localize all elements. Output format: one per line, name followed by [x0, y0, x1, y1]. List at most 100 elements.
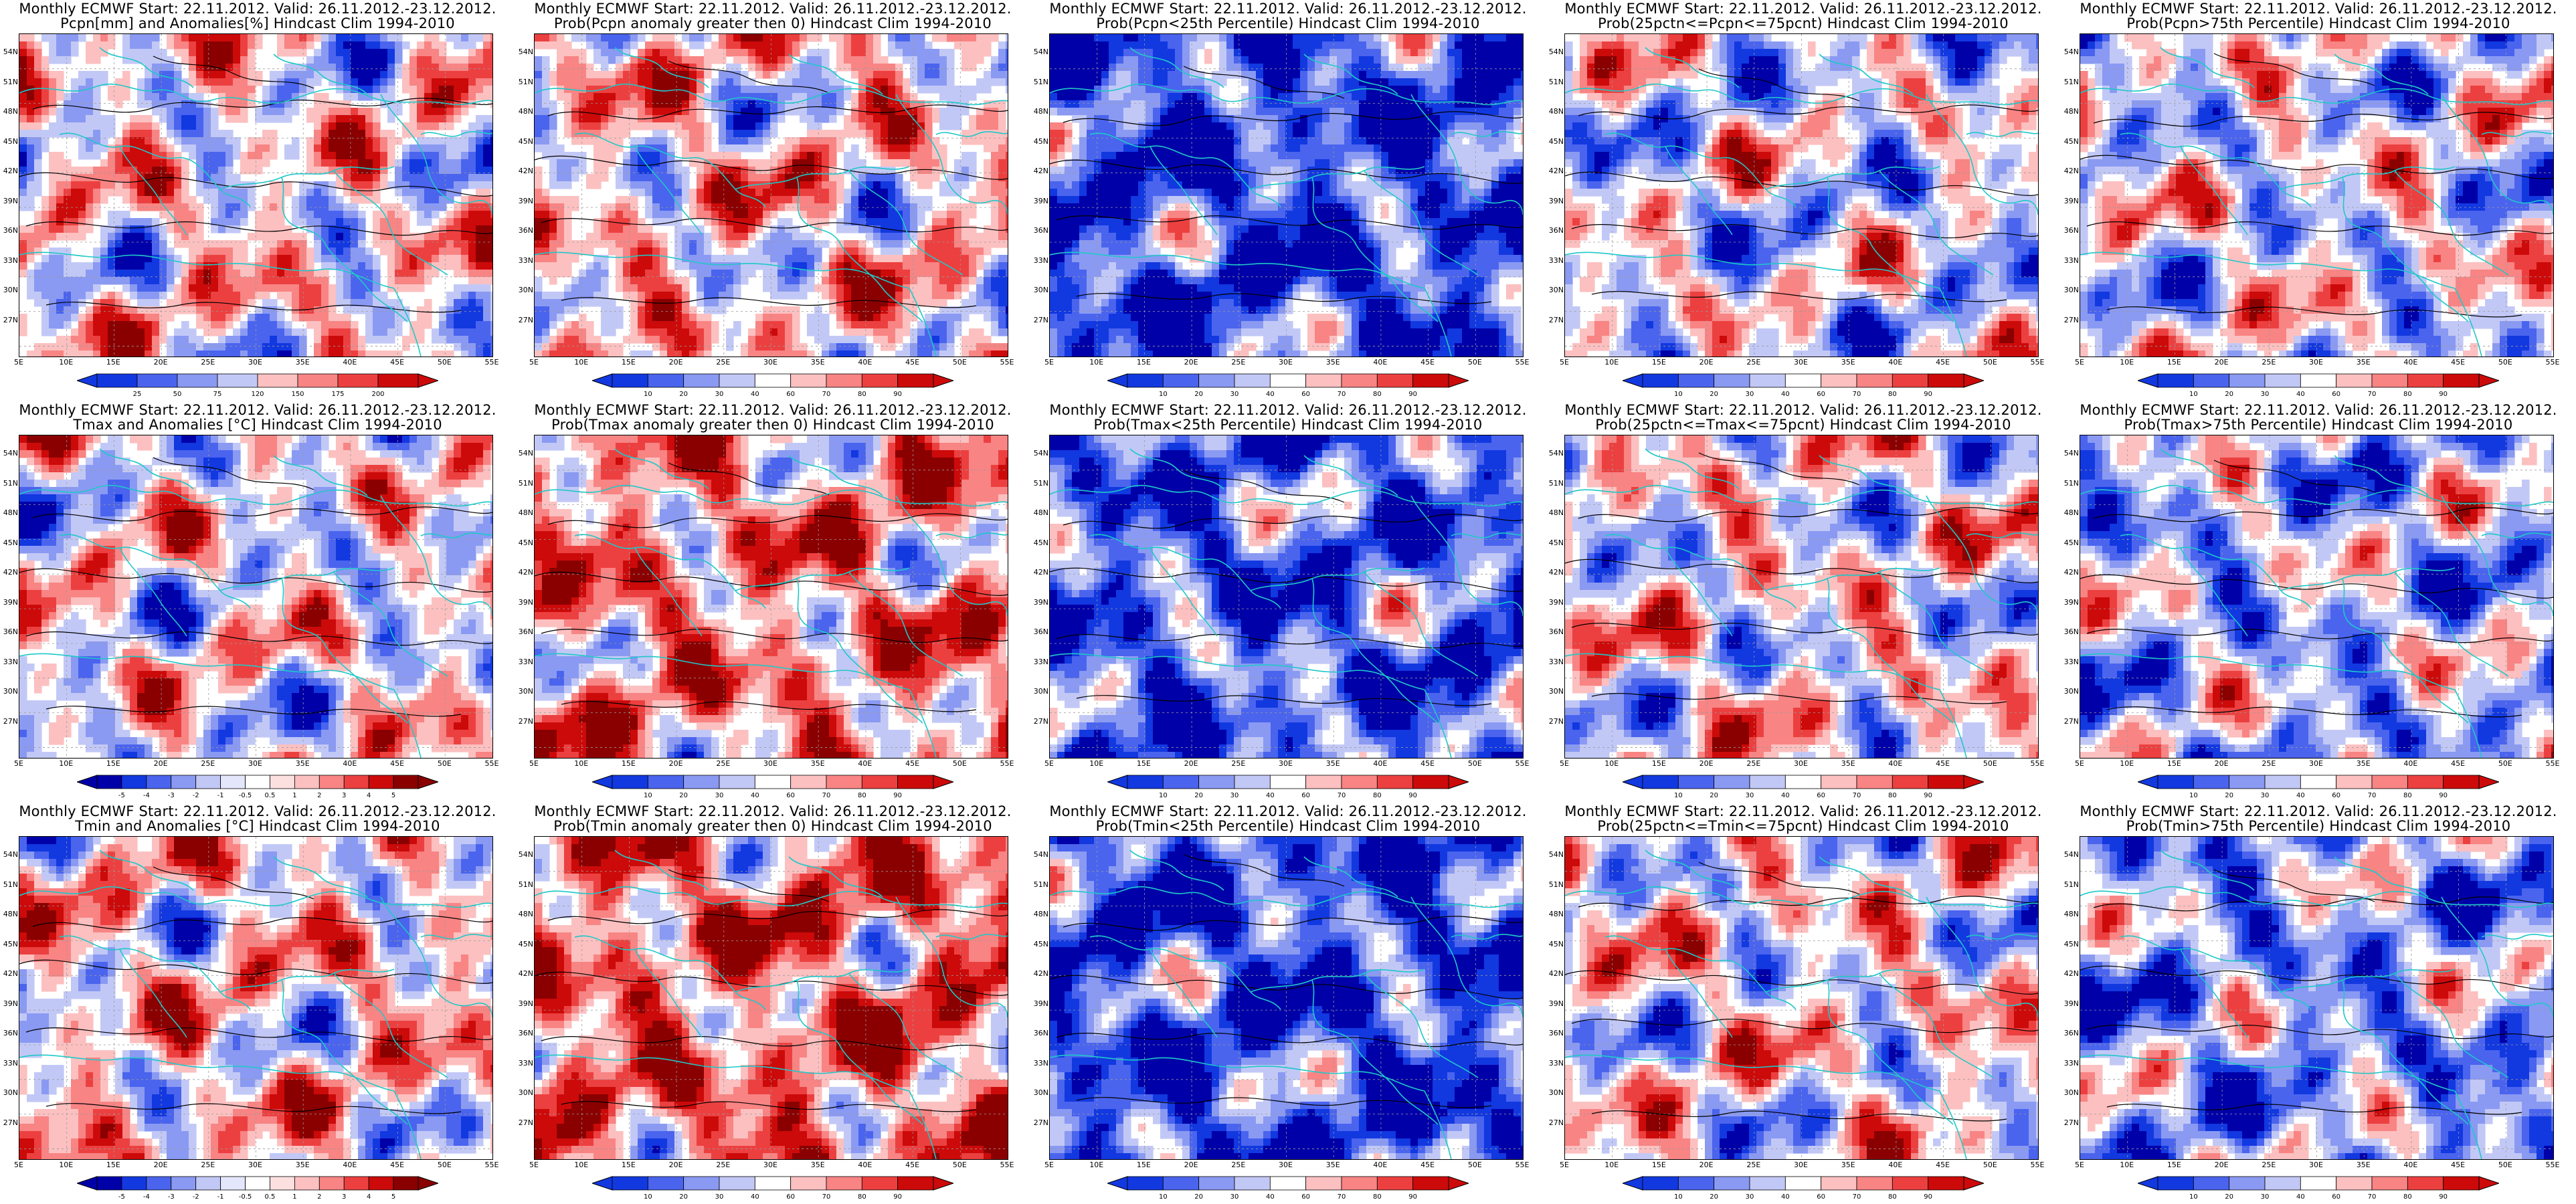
contour-lines	[1565, 68, 2038, 302]
graticule	[1050, 435, 1523, 758]
shaded-field	[19, 435, 492, 758]
lon-label: 40E	[858, 760, 872, 767]
colorbar-svg	[1623, 373, 1984, 388]
lon-label: 10E	[1089, 760, 1103, 767]
colorbar-label: 90	[1408, 391, 1417, 398]
lon-label: 15E	[2167, 760, 2181, 767]
lat-label: 27N	[1030, 316, 1048, 324]
panel-title-line1: Monthly ECMWF Start: 22.11.2012. Valid: …	[1030, 403, 1546, 417]
lon-label: 25E	[201, 359, 215, 366]
colorbar-swatch	[96, 1176, 122, 1191]
colorbar-svg	[1623, 775, 1984, 789]
map-area	[19, 836, 493, 1160]
lon-label: 45E	[2451, 760, 2465, 767]
lat-label: 27N	[2061, 316, 2079, 324]
shaded-field	[535, 837, 1008, 1159]
lat-label: 27N	[1030, 718, 1048, 725]
colorbar-label: 70	[2368, 391, 2377, 398]
lat-label: 42N	[1546, 569, 1564, 576]
lon-label: 5E	[2075, 760, 2084, 767]
colorbar-swatch	[719, 373, 755, 388]
lon-label: 45E	[2451, 359, 2465, 366]
lon-label: 20E	[154, 760, 168, 767]
lon-label: 5E	[1560, 1161, 1569, 1169]
colorbar-swatch	[245, 1176, 270, 1191]
lat-label: 54N	[2061, 48, 2079, 56]
panel-title-line1: Monthly ECMWF Start: 22.11.2012. Valid: …	[515, 1, 1030, 16]
lon-label: 25E	[201, 1161, 215, 1169]
lon-label: 25E	[1746, 760, 1760, 767]
colorbar-swatch	[897, 775, 934, 789]
lon-label: 30E	[1279, 359, 1293, 366]
lon-label: 25E	[1231, 760, 1245, 767]
lon-label: 30E	[763, 760, 777, 767]
contour-lines	[1565, 452, 2038, 704]
lat-label: 27N	[0, 316, 18, 324]
lon-label: 35E	[296, 359, 310, 366]
colorbar-swatch	[1376, 1176, 1414, 1191]
lat-label: 33N	[1546, 257, 1564, 264]
colorbar-swatch	[2264, 373, 2301, 388]
colorbar-label: 20	[1194, 793, 1203, 799]
colorbar-label: 30	[2261, 391, 2270, 398]
lat-label: 45N	[1030, 539, 1048, 546]
map-field-svg	[535, 837, 1008, 1159]
colorbar-swatch	[1269, 373, 1307, 388]
lon-label: 55E	[1000, 359, 1014, 366]
lon-label: 50E	[438, 359, 452, 366]
colorbar-swatch	[790, 775, 827, 789]
lat-label: 27N	[1546, 718, 1564, 725]
colorbar-swatch	[2407, 1176, 2444, 1191]
lat-label: 48N	[515, 509, 533, 516]
panel-title-line1: Monthly ECMWF Start: 22.11.2012. Valid: …	[2061, 403, 2576, 417]
lon-label: 20E	[1699, 760, 1714, 767]
lon-label: 50E	[1468, 359, 1482, 366]
colorbar-label: -3	[168, 793, 175, 799]
lon-label: 45E	[2451, 1161, 2465, 1169]
colorbar-swatch	[612, 373, 648, 388]
lat-label: 51N	[515, 480, 533, 487]
colorbar-swatch	[2157, 1176, 2194, 1191]
lat-label: 30N	[2061, 1089, 2079, 1096]
colorbar-label: 70	[822, 1194, 831, 1201]
map-panel: Monthly ECMWF Start: 22.11.2012. Valid: …	[515, 0, 1030, 401]
colorbar-left-arrow	[1623, 373, 1643, 388]
colorbar-left-arrow	[77, 1176, 98, 1191]
colorbar-label: 70	[822, 793, 831, 799]
lat-label: 51N	[1030, 78, 1048, 86]
lon-label: 25E	[716, 1161, 730, 1169]
lat-label: 51N	[515, 78, 533, 86]
map-area	[534, 435, 1008, 759]
lat-label: 36N	[1030, 227, 1048, 234]
lat-label: 33N	[1030, 1060, 1048, 1067]
map-panel: Monthly ECMWF Start: 22.11.2012. Valid: …	[2061, 803, 2576, 1204]
graticule	[1565, 34, 2038, 357]
colorbar-swatch	[2443, 1176, 2480, 1191]
lat-label: 54N	[0, 48, 18, 56]
colorbar	[2138, 371, 2499, 390]
map-field-svg	[535, 435, 1008, 758]
colorbar-swatch	[297, 373, 339, 388]
lat-label: 54N	[515, 851, 533, 858]
colorbar-label: -2	[193, 793, 199, 799]
colorbar-svg	[2138, 373, 2499, 388]
lon-label: 15E	[106, 1161, 120, 1169]
colorbar-swatch	[2407, 775, 2444, 789]
lon-label: 20E	[669, 359, 683, 366]
colorbar-swatch	[2300, 1176, 2337, 1191]
colorbar-svg	[592, 1176, 953, 1191]
colorbar-label: 90	[893, 793, 902, 799]
colorbar	[1623, 1174, 1984, 1193]
colorbar-swatch	[2229, 775, 2266, 789]
colorbar-label: 40	[1266, 793, 1275, 799]
lon-label: 40E	[343, 1161, 357, 1169]
colorbar-svg	[77, 775, 438, 789]
lon-label: 25E	[2262, 1161, 2276, 1169]
lat-label: 42N	[2061, 167, 2079, 175]
lon-label: 50E	[438, 760, 452, 767]
colorbar-swatch	[612, 775, 648, 789]
colorbar-swatch	[1928, 1176, 1964, 1191]
lat-label: 42N	[2061, 970, 2079, 977]
lat-label: 30N	[1030, 1089, 1048, 1096]
colorbar-swatch	[897, 1176, 934, 1191]
